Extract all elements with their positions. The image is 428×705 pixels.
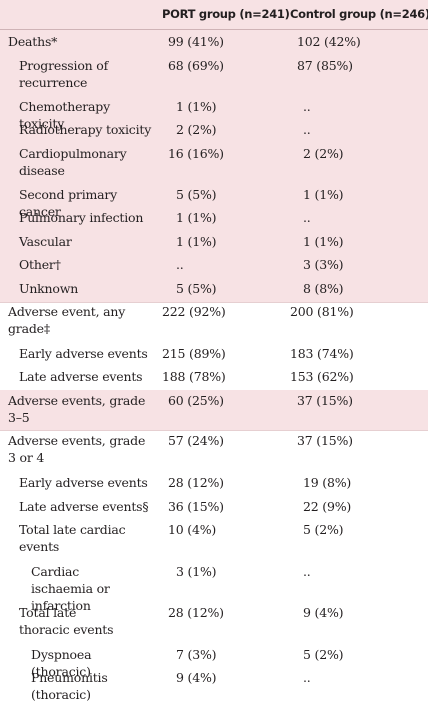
separator xyxy=(0,430,428,431)
port-value: 99 (41%) xyxy=(168,34,224,49)
control-value: .. xyxy=(303,210,311,225)
control-value: .. xyxy=(303,564,311,579)
port-value: 9 (4%) xyxy=(176,670,217,685)
row-label: Other† xyxy=(19,257,61,272)
row-label: Progression of recurrence xyxy=(19,58,109,90)
port-value: 188 (78%) xyxy=(162,369,226,384)
control-value: 183 (74%) xyxy=(290,346,354,361)
control-value: 5 (2%) xyxy=(303,522,344,537)
port-value: .. xyxy=(176,257,184,272)
row-label: Unknown xyxy=(19,281,79,296)
control-value: 5 (2%) xyxy=(303,647,344,662)
band-deaths xyxy=(0,30,428,302)
header-port-group: PORT group (n=241) xyxy=(162,7,290,21)
control-value: .. xyxy=(303,99,311,114)
row-label: Deaths* xyxy=(8,34,58,49)
row-label: Late adverse events§ xyxy=(19,499,149,514)
port-value: 68 (69%) xyxy=(168,58,224,73)
port-value: 2 (2%) xyxy=(176,122,217,137)
row-label: Early adverse events xyxy=(19,346,148,361)
port-value: 3 (1%) xyxy=(176,564,217,579)
row-label: Adverse events, grade 3 or 4 xyxy=(8,433,146,465)
port-value: 28 (12%) xyxy=(168,605,224,620)
control-value: .. xyxy=(303,122,311,137)
control-value: 22 (9%) xyxy=(303,499,352,514)
port-value: 1 (1%) xyxy=(176,210,217,225)
control-value: 37 (15%) xyxy=(297,433,353,448)
port-value: 1 (1%) xyxy=(176,99,217,114)
port-value: 5 (5%) xyxy=(176,281,217,296)
row-label: Late adverse events xyxy=(19,369,143,384)
header-control-group: Control group (n=246) xyxy=(290,7,428,21)
control-value: 153 (62%) xyxy=(290,369,354,384)
row-label: Pulmonary infection xyxy=(19,210,144,225)
control-value: 200 (81%) xyxy=(290,304,354,319)
control-value: 1 (1%) xyxy=(303,234,344,249)
row-label: Cardiopulmonary disease xyxy=(19,146,127,178)
row-label: Total late cardiac events xyxy=(19,522,126,554)
port-value: 215 (89%) xyxy=(162,346,226,361)
row-label: Radiotherapy toxicity xyxy=(19,122,152,137)
port-value: 1 (1%) xyxy=(176,234,217,249)
control-value: 19 (8%) xyxy=(303,475,352,490)
control-value: 87 (85%) xyxy=(297,58,353,73)
row-label: Cardiac ischaemia or infarction xyxy=(31,564,110,613)
control-value: .. xyxy=(303,670,311,685)
row-label: Vascular xyxy=(19,234,72,249)
row-label: Total late thoracic events xyxy=(19,605,114,637)
band-any-grade xyxy=(0,302,428,390)
port-value: 60 (25%) xyxy=(168,393,224,408)
port-value: 16 (16%) xyxy=(168,146,224,161)
row-label: Dyspnoea (thoracic) xyxy=(31,647,92,679)
port-value: 28 (12%) xyxy=(168,475,224,490)
control-value: 102 (42%) xyxy=(297,34,361,49)
table-header: PORT group (n=241) Control group (n=246) xyxy=(0,0,428,30)
row-label: Adverse events, grade 3–5 xyxy=(8,393,146,425)
row-label: Pneumonitis (thoracic) xyxy=(31,670,108,702)
port-value: 7 (3%) xyxy=(176,647,217,662)
control-value: 37 (15%) xyxy=(297,393,353,408)
band-grade-3-5 xyxy=(0,390,428,430)
control-value: 8 (8%) xyxy=(303,281,344,296)
band-grade-3-4 xyxy=(0,430,428,705)
port-value: 222 (92%) xyxy=(162,304,226,319)
control-value: 1 (1%) xyxy=(303,187,344,202)
port-value: 36 (15%) xyxy=(168,499,224,514)
separator xyxy=(0,302,428,303)
row-label: Second primary cancer xyxy=(19,187,118,219)
control-value: 3 (3%) xyxy=(303,257,344,272)
control-value: 2 (2%) xyxy=(303,146,344,161)
port-value: 10 (4%) xyxy=(168,522,217,537)
row-label: Adverse event, any grade‡ xyxy=(8,304,126,336)
port-value: 57 (24%) xyxy=(168,433,224,448)
row-label: Chemotherapy toxicity xyxy=(19,99,110,131)
row-label: Early adverse events xyxy=(19,475,148,490)
port-value: 5 (5%) xyxy=(176,187,217,202)
control-value: 9 (4%) xyxy=(303,605,344,620)
